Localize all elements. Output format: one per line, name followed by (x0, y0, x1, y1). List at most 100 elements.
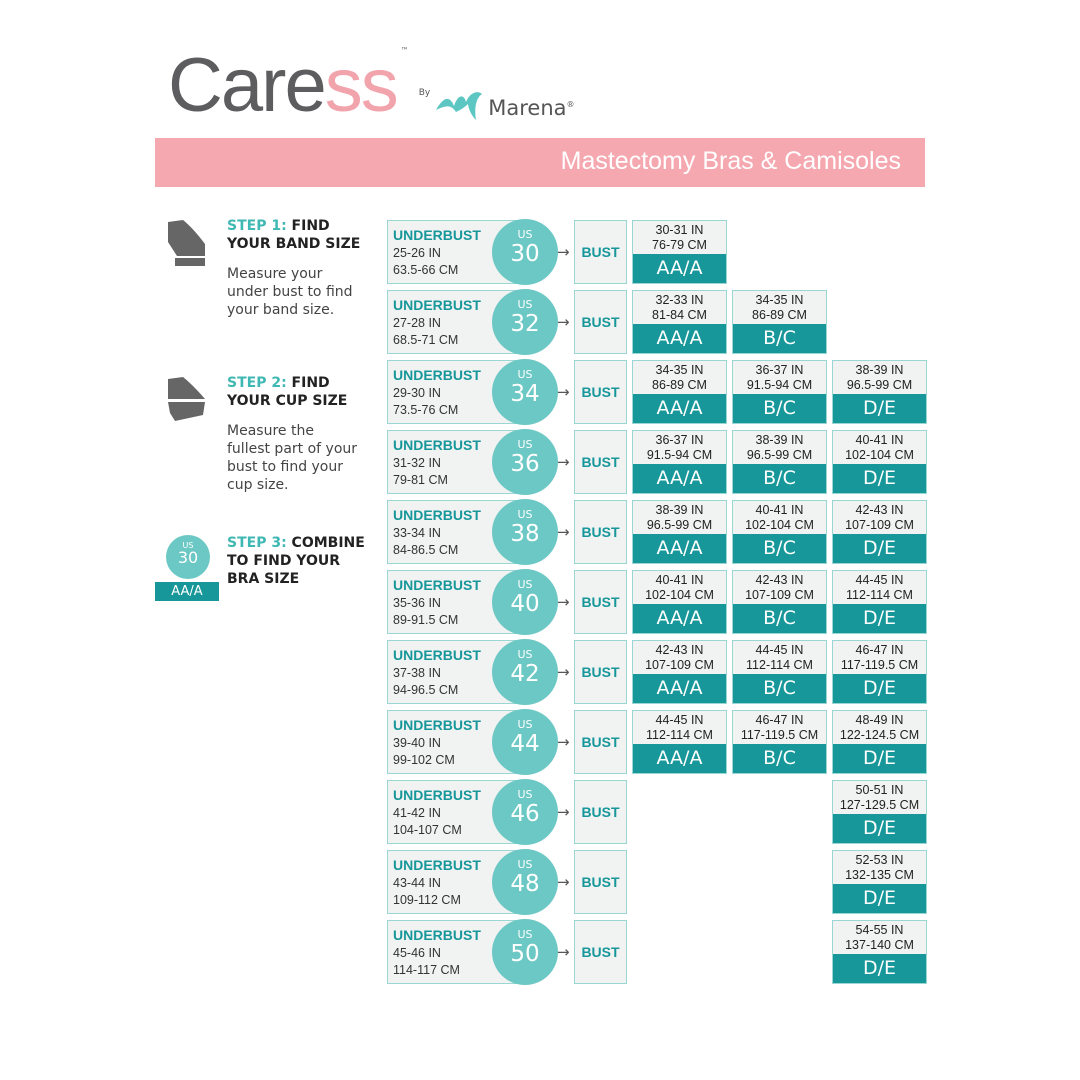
band-size-circle: US 48 (492, 849, 558, 915)
cup-cell: 42-43 IN 107-109 CM AA/A (632, 640, 727, 704)
step-1-title: STEP 1: FIND YOUR BAND SIZE (227, 218, 361, 252)
size-row: UNDERBUST 27-28 IN 68.5-71 CM US 32 → BUST 32-3… (387, 289, 927, 355)
size-row: UNDERBUST 35-36 IN 89-91.5 CM US 40 → BUST 40-4… (387, 569, 927, 635)
bust-inches: 46-47 IN (755, 713, 804, 727)
arrow-icon: → (557, 803, 570, 821)
bust-inches: 42-43 IN (655, 643, 704, 657)
cup-size: AA/A (633, 744, 726, 773)
bust-range: 42-43 IN 107-109 CM (833, 501, 926, 533)
underbust-label: UNDERBUST (393, 577, 481, 593)
cup-cell: 44-45 IN 112-114 CM AA/A (632, 710, 727, 774)
underbust-label: UNDERBUST (393, 437, 481, 453)
size-row: UNDERBUST 25-26 IN 63.5-66 CM US 30 → BUST 30-3… (387, 219, 927, 285)
bust-range: 46-47 IN 117-119.5 CM (733, 711, 826, 743)
bust-cm: 112-114 CM (746, 658, 813, 672)
cup-cell: 40-41 IN 102-104 CM B/C (732, 500, 827, 564)
band-size: 38 (510, 521, 540, 547)
bust-inches: 38-39 IN (755, 433, 804, 447)
band-size: 36 (510, 451, 540, 477)
underbust-cm: 89-91.5 CM (393, 613, 459, 627)
arrow-icon: → (557, 453, 570, 471)
underbust-box: UNDERBUST 39-40 IN 99-102 CM (387, 710, 532, 774)
bust-cm: 127-129.5 CM (839, 798, 920, 812)
cup-cell: 44-45 IN 112-114 CM D/E (832, 570, 927, 634)
underbust-cm: 94-96.5 CM (393, 683, 459, 697)
marena-logo-icon (436, 92, 483, 120)
size-row: UNDERBUST 41-42 IN 104-107 CM US 46 → BUST 50-5… (387, 779, 927, 845)
band-measure-icon (168, 220, 205, 266)
cup-cell: 44-45 IN 112-114 CM B/C (732, 640, 827, 704)
arrow-icon: → (557, 873, 570, 891)
bust-inches: 34-35 IN (655, 363, 704, 377)
example-cup-badge: AA/A (155, 582, 219, 601)
size-row: UNDERBUST 29-30 IN 73.5-76 CM US 34 → BUST 34-3… (387, 359, 927, 425)
cup-size: B/C (733, 464, 826, 493)
bust-inches: 42-43 IN (855, 503, 904, 517)
band-size-circle: US 30 (492, 219, 558, 285)
step-2-description: Measure the fullest part of your bust to… (227, 423, 358, 493)
us-label: US (517, 438, 533, 451)
bust-cm: 102-104 CM (745, 518, 814, 532)
bust-inches: 46-47 IN (855, 643, 904, 657)
band-size-circle: US 34 (492, 359, 558, 425)
bust-cm: 91.5-94 CM (746, 378, 813, 392)
bust-cm: 96.5-99 CM (646, 518, 713, 532)
size-row: UNDERBUST 43-44 IN 109-112 CM US 48 → BUST 52-5… (387, 849, 927, 915)
underbust-cm: 109-112 CM (393, 893, 461, 907)
bust-range: 44-45 IN 112-114 CM (833, 571, 926, 603)
bust-label: BUST (574, 220, 627, 284)
underbust-label: UNDERBUST (393, 297, 481, 313)
cup-size: B/C (733, 324, 826, 353)
bust-range: 44-45 IN 112-114 CM (733, 641, 826, 673)
bust-cm: 107-109 CM (845, 518, 914, 532)
bust-range: 40-41 IN 102-104 CM (733, 501, 826, 533)
us-label: US (517, 648, 533, 661)
us-label: US (517, 718, 533, 731)
cup-cell: 36-37 IN 91.5-94 CM B/C (732, 360, 827, 424)
underbust-label: UNDERBUST (393, 507, 481, 523)
underbust-inches: 25-26 IN (393, 246, 441, 260)
partner-name: Marena (488, 96, 567, 120)
bust-range: 54-55 IN 137-140 CM (833, 921, 926, 953)
bust-range: 38-39 IN 96.5-99 CM (633, 501, 726, 533)
underbust-cm: 114-117 CM (393, 963, 460, 977)
brand-name-accent: ss (324, 43, 399, 128)
cup-size: AA/A (633, 464, 726, 493)
underbust-inches: 45-46 IN (393, 946, 441, 960)
bust-range: 46-47 IN 117-119.5 CM (833, 641, 926, 673)
underbust-inches: 37-38 IN (393, 666, 441, 680)
trademark: ™ (400, 46, 409, 55)
bust-inches: 42-43 IN (755, 573, 804, 587)
bust-range: 48-49 IN 122-124.5 CM (833, 711, 926, 743)
cup-size: AA/A (633, 254, 726, 283)
bust-cm: 86-89 CM (652, 378, 707, 392)
step-3-title: STEP 3: COMBINE TO FIND YOUR BRA SIZE (227, 535, 365, 587)
bust-cm: 112-114 CM (846, 588, 913, 602)
bust-label: BUST (574, 570, 627, 634)
cup-size: D/E (833, 534, 926, 563)
cup-size: D/E (833, 744, 926, 773)
cup-cell: 48-49 IN 122-124.5 CM D/E (832, 710, 927, 774)
bust-cm: 122-124.5 CM (839, 728, 920, 742)
arrow-icon: → (557, 243, 570, 261)
underbust-cm: 84-86.5 CM (393, 543, 459, 557)
bust-inches: 50-51 IN (855, 783, 904, 797)
bust-range: 36-37 IN 91.5-94 CM (633, 431, 726, 463)
band-size: 40 (510, 591, 540, 617)
size-row: UNDERBUST 39-40 IN 99-102 CM US 44 → BUST 44-45… (387, 709, 927, 775)
cup-size: B/C (733, 674, 826, 703)
bust-label: BUST (574, 500, 627, 564)
us-label: US (517, 928, 533, 941)
bust-range: 44-45 IN 112-114 CM (633, 711, 726, 743)
underbust-inches: 31-32 IN (393, 456, 441, 470)
bust-cm: 96.5-99 CM (846, 378, 913, 392)
arrow-icon: → (557, 943, 570, 961)
bust-range: 42-43 IN 107-109 CM (633, 641, 726, 673)
underbust-label: UNDERBUST (393, 927, 481, 943)
band-size: 30 (510, 241, 540, 267)
us-label: US (517, 228, 533, 241)
band-size: 46 (510, 801, 540, 827)
bust-cm: 137-140 CM (845, 938, 914, 952)
bust-label: BUST (574, 920, 627, 984)
size-row: UNDERBUST 37-38 IN 94-96.5 CM US 42 → BUST 42-4… (387, 639, 927, 705)
